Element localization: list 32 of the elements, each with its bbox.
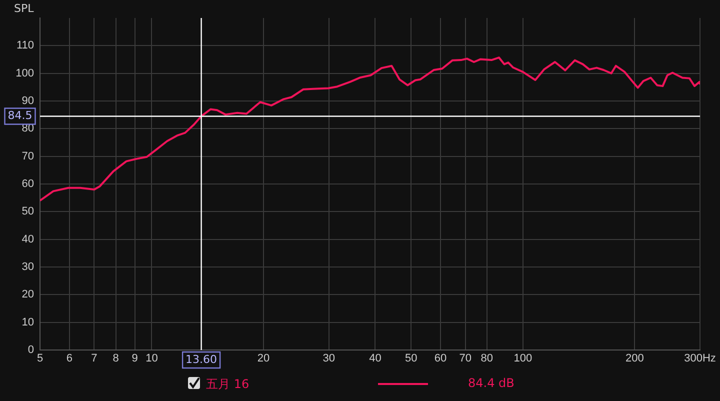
x-tick-label: 50 [405, 352, 418, 365]
y-tick-label: 90 [22, 95, 34, 108]
x-tick-label: 8 [112, 352, 119, 365]
y-axis-title: SPL [14, 2, 35, 15]
x-tick-label: 9 [132, 352, 138, 365]
text: 五月 16 [206, 376, 250, 393]
x-tick-label: 80 [480, 352, 494, 365]
x-tick-label: 6 [66, 352, 72, 365]
x-tick-label: 10 [146, 352, 158, 365]
x-tick-label: 70 [459, 352, 472, 365]
x-tick-label: 20 [257, 352, 270, 365]
x-tick-label: 300Hz [684, 352, 716, 365]
x-tick-label: 200 [625, 352, 644, 365]
x-tick-label: 40 [369, 352, 382, 365]
x-tick-label: 100 [514, 352, 532, 365]
ref-line-label: 13.60 [186, 352, 218, 366]
y-tick-label: 110 [16, 40, 34, 52]
y-tick-label: 10 [22, 316, 34, 328]
y-tick-label: 100 [16, 67, 34, 80]
y-tick-label: 60 [22, 178, 34, 190]
x-tick-label: 60 [434, 352, 447, 365]
x-tick-label: 5 [36, 352, 44, 365]
y-tick-label: 0 [28, 344, 34, 356]
text: 84.4 dB [468, 376, 514, 390]
y-tick-label: 40 [22, 233, 34, 246]
x-tick-label: 7 [91, 352, 98, 365]
y-tick-label: 30 [22, 261, 34, 274]
y-tick-label: 20 [22, 288, 34, 301]
y-tick-label: 50 [22, 206, 34, 218]
y-tick-label: 70 [22, 150, 34, 162]
x-tick-label: 30 [322, 352, 335, 365]
ref-line-label: 84.5 [8, 109, 32, 122]
